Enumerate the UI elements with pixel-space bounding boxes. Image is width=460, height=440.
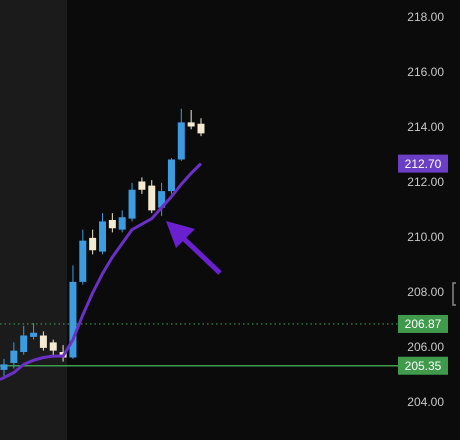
candle-body — [0, 364, 8, 370]
candle-body — [10, 350, 18, 363]
y-tick-label: 206.00 — [407, 340, 444, 354]
y-tick-label: 216.00 — [407, 65, 444, 79]
y-tick-label: 208.00 — [407, 285, 444, 299]
price-tag — [398, 314, 448, 333]
y-tick-label: 210.00 — [407, 230, 444, 244]
candle-body — [187, 122, 195, 127]
candle-body — [49, 342, 57, 351]
y-tick-label: 212.00 — [407, 175, 444, 189]
price-tag — [398, 356, 448, 375]
candle-body — [138, 181, 146, 190]
candle-body — [99, 221, 106, 252]
arrow-head — [166, 221, 195, 248]
moving-average — [0, 162, 203, 381]
price-tag-label: 205.35 — [405, 359, 442, 373]
candle-body — [108, 220, 116, 229]
edge-handle — [452, 282, 456, 306]
candle-body — [20, 335, 28, 352]
price-tag-label: 206.87 — [405, 317, 442, 331]
candle-body — [128, 189, 136, 219]
candle-body — [197, 123, 205, 134]
price-tag — [398, 154, 448, 173]
candle-body — [30, 332, 38, 337]
candle-body — [79, 240, 87, 282]
y-tick-label: 218.00 — [407, 10, 444, 24]
candle-body — [158, 191, 166, 208]
candle-body — [148, 185, 156, 211]
price-tag-label: 212.70 — [405, 157, 442, 171]
candle-body — [39, 335, 47, 348]
arrow — [166, 221, 222, 275]
candle-body — [89, 237, 97, 251]
candle-body — [118, 217, 126, 230]
y-tick-label: 214.00 — [407, 120, 444, 134]
candle-body — [177, 122, 185, 160]
arrow-shaft — [178, 233, 222, 275]
candle-body — [69, 281, 77, 358]
candle-body — [167, 159, 175, 192]
session-shade — [0, 0, 67, 440]
y-tick-label: 204.00 — [407, 395, 444, 409]
